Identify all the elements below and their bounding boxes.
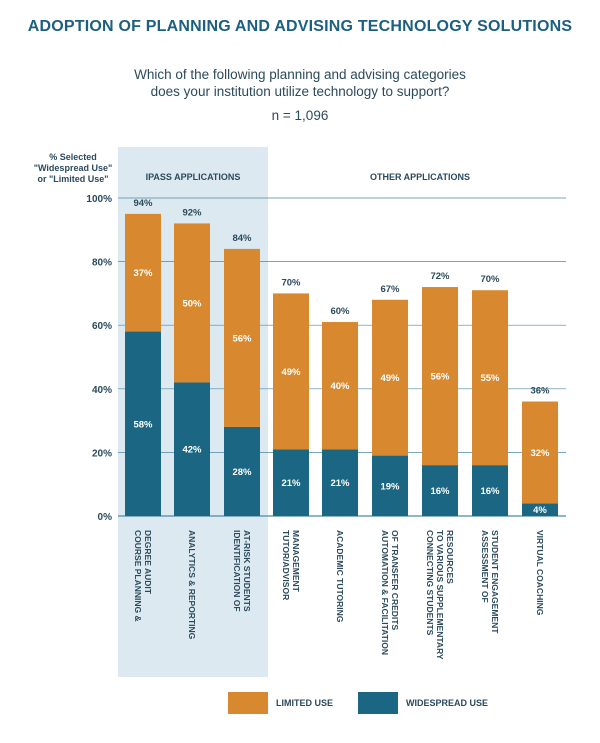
category-label: AT-RISK STUDENTS [242,530,252,612]
y-tick-label: 0% [98,512,113,523]
legend-item-limited: LIMITED USE [228,692,333,714]
data-label-total: 92% [182,207,202,218]
category-label: AUTOMATION & FACILITATION [380,530,390,655]
question-line-1: Which of the following planning and advi… [134,67,466,82]
data-label-widespread: 21% [281,478,301,489]
sample-size: n = 1,096 [271,108,329,123]
bar-widespread [422,465,458,516]
y-tick-label: 60% [92,321,112,332]
data-label-limited: 49% [380,373,400,384]
question-line-2: does your institution utilize technology… [150,84,450,99]
bar-limited [273,293,309,450]
category-label: OF TRANSFER CREDITS [390,530,400,630]
data-label-total: 70% [281,277,301,288]
bar-widespread [174,382,210,516]
bar-widespread [322,449,358,516]
category-label: VIRTUAL COACHING [535,530,545,616]
y-axis-label: % Selected "Widespread Use" or "Limited … [28,152,118,185]
legend-item-widespread: WIDESPREAD USE [358,692,488,714]
bar-limited [322,322,358,450]
data-label-widespread: 21% [330,478,350,489]
category-label: RESOURCES [445,530,455,584]
bar-widespread [224,426,260,516]
bar-limited [125,213,161,332]
y-axis-label-line-2: "Widespread Use" [33,163,113,173]
data-label-total: 94% [133,198,153,209]
data-label-limited: 56% [430,372,450,383]
legend-swatch-widespread [358,692,398,714]
data-label-limited: 32% [530,448,550,459]
bar-limited [372,299,408,456]
data-label-widespread: 28% [232,467,252,478]
category-label: ANALYTICS & REPORTING [187,530,197,640]
bar-limited [472,290,508,466]
data-label-total: 70% [480,274,500,285]
bar-widespread [372,455,408,516]
data-label-total: 60% [330,306,350,317]
data-label-total: 36% [530,386,550,397]
data-label-limited: 55% [480,373,500,384]
legend-label-limited: LIMITED USE [276,698,334,708]
data-label-limited: 56% [232,333,252,344]
data-label-total: 67% [380,284,400,295]
y-tick-label: 100% [86,194,112,205]
data-label-widespread: 16% [430,486,450,497]
data-label-total: 84% [232,233,252,244]
bar-widespread [522,503,558,516]
bar-widespread [125,331,161,516]
data-label-limited: 50% [182,298,202,309]
category-label: DEGREE AUDIT [143,530,153,595]
category-label: COURSE PLANNING & [133,530,143,622]
group-label-other: OTHER APPLICATIONS [370,172,470,182]
y-axis-label-line-3: or "Limited Use" [37,174,109,184]
category-label: MANAGEMENT [291,530,301,593]
bar-widespread [472,465,508,516]
category-label: ASSESSMENT OF [480,530,490,603]
survey-question: Which of the following planning and advi… [0,66,600,100]
chart-title: ADOPTION OF PLANNING AND ADVISING TECHNO… [27,18,573,35]
category-label: TO VARIOUS SUPPLEMENTARY [435,530,445,660]
data-label-widespread: 4% [533,505,547,516]
data-label-limited: 40% [330,381,350,392]
data-label-limited: 37% [133,268,153,279]
category-label: TUTOR/ADVISOR [281,530,291,600]
bar-limited [174,223,210,383]
data-label-total: 72% [430,271,450,282]
group-label-ipass: IPASS APPLICATIONS [146,172,241,182]
category-label: ACADEMIC TUTORING [335,530,345,623]
y-tick-label: 40% [92,385,112,396]
legend-swatch-limited [228,692,268,714]
category-label: STUDENT ENGAGEMENT [490,530,500,634]
legend-label-widespread: WIDESPREAD USE [406,698,489,708]
category-label: IDENTIFICATION OF [232,530,242,612]
data-label-limited: 49% [281,367,301,378]
y-tick-label: 20% [92,448,112,459]
y-axis-label-line-1: % Selected [49,152,97,162]
bar-limited [422,287,458,466]
bar-widespread [273,449,309,516]
data-label-widespread: 42% [182,445,202,456]
bar-limited [522,401,558,504]
bar-limited [224,248,260,427]
data-label-widespread: 19% [380,481,400,492]
y-tick-label: 80% [92,258,112,269]
data-label-widespread: 16% [480,486,500,497]
category-label: CONNECTING STUDENTS [425,530,435,636]
data-label-widespread: 58% [133,419,153,430]
